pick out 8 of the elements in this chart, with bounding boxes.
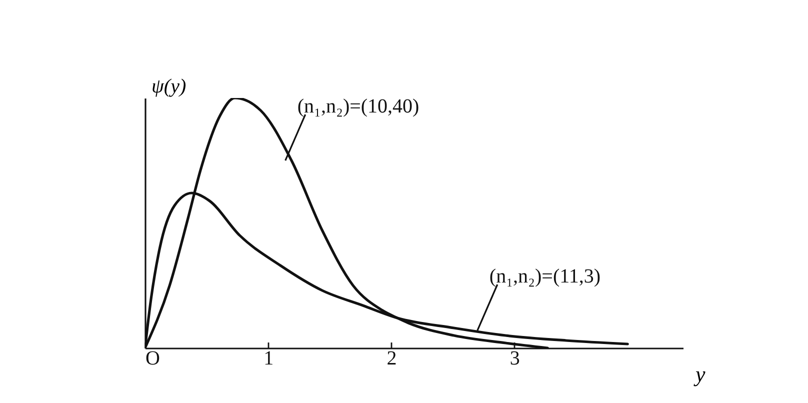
x-tick-label: 2 [386,348,397,370]
annotation: (n₁,n₂)=(11,3) [489,266,601,288]
x-tick-label: O [146,348,160,370]
x-tick-label: 3 [510,348,520,370]
x-tick-label: 1 [264,348,274,370]
annotation: (n₁,n₂)=(10,40) [297,96,420,118]
x-axis-title: y [694,362,706,386]
y-axis-title: ψ(y) [152,76,186,98]
